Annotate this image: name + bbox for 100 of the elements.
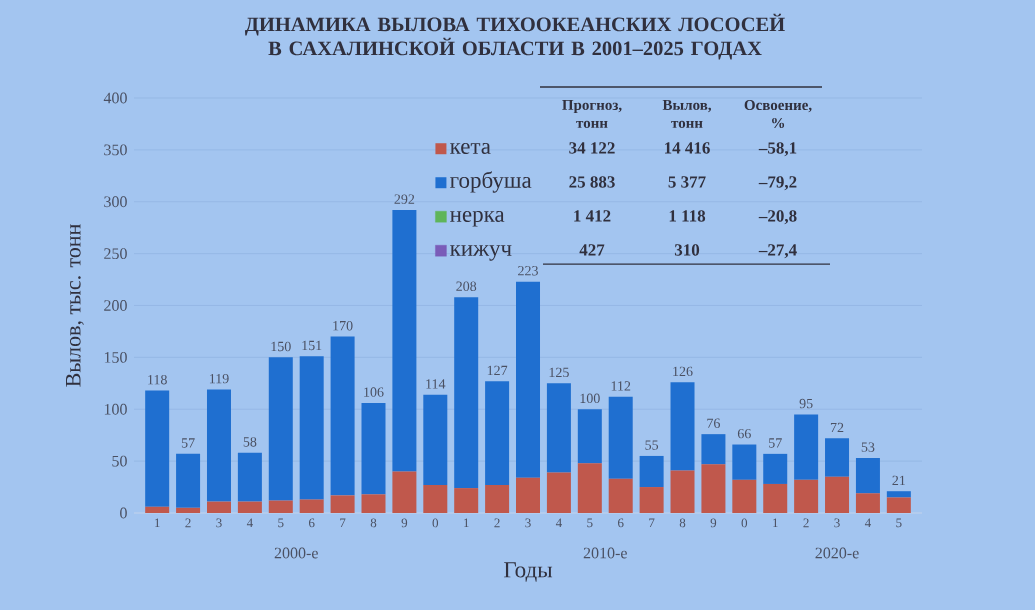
annotation: 310 — [674, 244, 700, 256]
x-axis-title: Годы — [504, 562, 553, 582]
annotation: –79,2 — [758, 176, 797, 191]
text: 2010-е — [583, 547, 627, 559]
bar — [485, 381, 510, 485]
bar — [237, 501, 262, 513]
x-tick-label: 6 — [309, 518, 315, 528]
y-tick-label: 100 — [104, 403, 127, 415]
y-tick-label: 150 — [104, 351, 127, 363]
annotation: 1 412 — [574, 210, 611, 222]
bar — [392, 210, 417, 472]
x-tick-label: 8 — [370, 518, 377, 528]
total-label: 55 — [645, 440, 659, 450]
bar — [639, 487, 664, 513]
total-label: 57 — [181, 438, 195, 448]
y-tick-label: 50 — [112, 455, 127, 467]
total-label: 126 — [673, 366, 693, 377]
total-label: 57 — [769, 438, 782, 448]
x-tick-label: 4 — [555, 518, 562, 528]
legend-label: кета — [450, 142, 491, 154]
annotation: Освоение, % — [744, 99, 812, 129]
bar — [237, 452, 262, 502]
bar — [330, 495, 355, 513]
bar — [855, 458, 880, 494]
bar — [392, 471, 417, 513]
bar — [886, 497, 911, 513]
bar — [886, 491, 911, 498]
annotation: 14 416 — [665, 142, 710, 154]
x-tick-label: 1 — [464, 518, 469, 528]
annotation: –58,1 — [758, 142, 797, 157]
total-label: 170 — [333, 320, 353, 331]
total-label: 21 — [892, 475, 905, 486]
total-label: 119 — [209, 373, 229, 384]
y-tick-label: 200 — [104, 300, 127, 311]
x-tick-label: 2 — [185, 518, 191, 528]
x-tick-label: 7 — [649, 518, 655, 528]
bar — [670, 470, 695, 513]
bar — [546, 383, 571, 473]
bar — [299, 499, 324, 513]
total-label: 66 — [737, 428, 751, 439]
text: 2020-е — [815, 547, 859, 559]
bar — [732, 444, 757, 480]
x-tick-label: 9 — [401, 518, 408, 528]
chart-title: ДИНАМИКА ВЫЛОВА ТИХООКЕАНСКИХ ЛОСОСЕЙ В САХАЛИНСКОЙ ОБЛАСТИ В 2001–2025 ГОДАХ — [244, 13, 785, 60]
bar — [577, 409, 602, 464]
bar — [516, 477, 541, 513]
x-tick-label: 0 — [741, 518, 748, 528]
bar — [145, 390, 170, 507]
bar — [423, 484, 448, 513]
bar — [670, 382, 695, 471]
total-label: 114 — [426, 379, 446, 389]
legend-label: горбуша — [450, 171, 532, 193]
total-label: 127 — [487, 365, 508, 376]
x-tick-label: 2 — [494, 518, 500, 528]
annotation: 25 883 — [569, 176, 615, 188]
total-label: 76 — [707, 418, 721, 428]
annotation: 34 122 — [569, 142, 615, 154]
total-label: 223 — [518, 266, 538, 276]
bar — [546, 472, 571, 513]
bar — [608, 478, 633, 513]
bar — [855, 493, 880, 513]
bar — [763, 483, 788, 513]
bar — [732, 479, 757, 513]
x-tick-label: 1 — [773, 518, 778, 528]
total-label: 150 — [271, 341, 291, 352]
legend-label: нерка — [450, 210, 505, 227]
bar — [299, 356, 324, 500]
bar — [206, 389, 231, 502]
x-tick-label: 3 — [216, 518, 222, 528]
total-label: 100 — [580, 393, 600, 404]
bar — [516, 281, 541, 478]
x-tick-label: 0 — [432, 518, 439, 528]
x-tick-label: 1 — [155, 518, 160, 528]
x-tick-label: 4 — [864, 518, 871, 528]
bar — [176, 507, 201, 513]
total-label: 118 — [148, 374, 167, 385]
text: 2000-е — [274, 547, 318, 559]
total-label: 95 — [799, 398, 813, 409]
x-tick-label: 6 — [618, 518, 624, 528]
legend-label: кижуч — [450, 245, 512, 261]
bar — [701, 434, 726, 465]
bar — [825, 438, 850, 477]
y-tick-label: 350 — [104, 144, 127, 156]
y-tick-label: 250 — [104, 248, 127, 260]
bar — [176, 453, 201, 508]
bar — [485, 484, 510, 513]
x-tick-label: 4 — [246, 518, 253, 528]
bar — [794, 414, 819, 480]
bar — [145, 506, 170, 513]
annotation: 5 377 — [668, 176, 706, 188]
y-tick-label: 300 — [104, 196, 127, 208]
x-tick-label: 3 — [525, 518, 531, 528]
total-label: 125 — [549, 367, 569, 378]
total-label: 106 — [364, 387, 384, 397]
total-label: 112 — [611, 381, 631, 391]
y-tick-label: 400 — [103, 92, 127, 104]
bar — [794, 479, 819, 513]
bar — [423, 394, 448, 485]
bar — [577, 463, 602, 513]
x-tick-label: 5 — [587, 518, 593, 528]
